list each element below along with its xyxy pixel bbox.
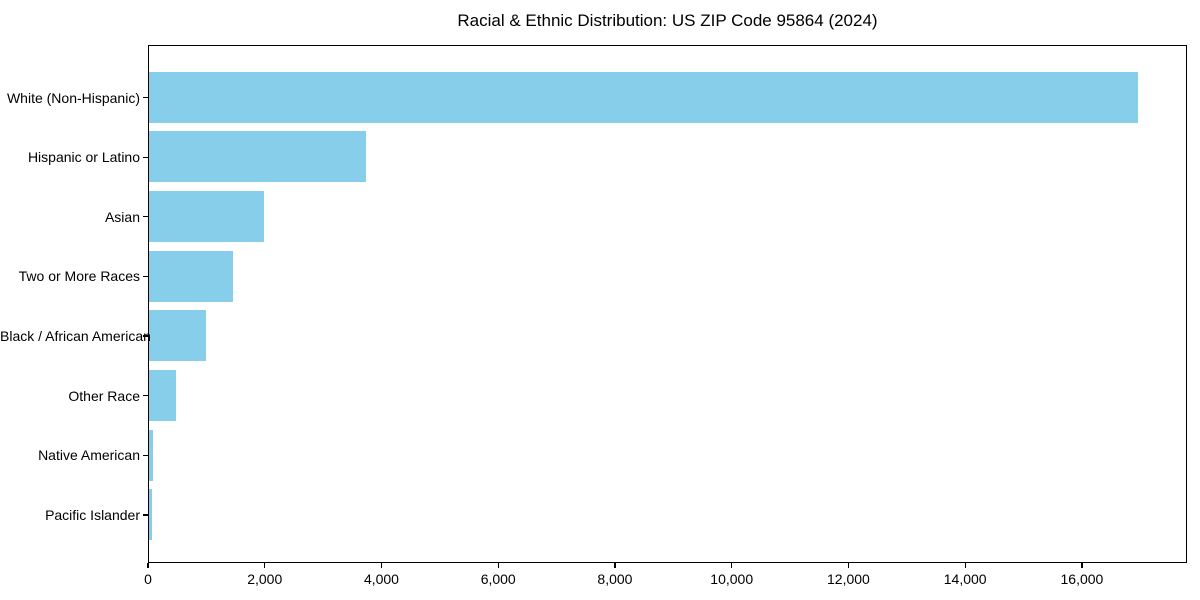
y-tick-mark bbox=[143, 96, 148, 99]
chart-title: Racial & Ethnic Distribution: US ZIP Cod… bbox=[457, 11, 878, 30]
y-tick-label: Native American bbox=[38, 447, 140, 464]
x-tick-mark bbox=[380, 563, 383, 568]
y-tick-mark bbox=[143, 335, 148, 337]
x-tick-label: 4,000 bbox=[363, 571, 399, 587]
bar bbox=[149, 489, 152, 541]
bar bbox=[149, 131, 367, 183]
x-tick-mark bbox=[497, 563, 499, 568]
y-tick-label: Hispanic or Latino bbox=[27, 149, 140, 166]
x-tick-mark bbox=[731, 563, 733, 568]
x-tick-mark bbox=[964, 563, 966, 568]
bar bbox=[149, 370, 176, 421]
x-tick-mark bbox=[614, 563, 616, 568]
y-tick-label: Asian bbox=[104, 208, 140, 225]
y-tick-label: Two or More Races bbox=[18, 268, 140, 285]
plot-area bbox=[148, 45, 1187, 563]
x-tick-mark bbox=[264, 563, 266, 568]
y-tick-label: Black / African American bbox=[0, 328, 151, 345]
y-tick-mark bbox=[143, 454, 148, 456]
bar bbox=[149, 250, 234, 302]
y-tick-label: Pacific Islander bbox=[45, 506, 140, 523]
y-tick-mark bbox=[143, 275, 148, 277]
x-tick-mark bbox=[147, 563, 149, 568]
x-tick-label: 2,000 bbox=[247, 571, 283, 587]
y-tick-mark bbox=[143, 395, 148, 397]
bar bbox=[149, 191, 264, 243]
x-tick-mark bbox=[847, 563, 850, 568]
bar bbox=[149, 71, 1138, 123]
x-tick-label: 6,000 bbox=[480, 571, 516, 587]
x-tick-label: 8,000 bbox=[597, 571, 633, 587]
y-tick-label: White (Non-Hispanic) bbox=[6, 89, 140, 106]
x-tick-mark bbox=[1081, 563, 1083, 568]
y-tick-label: Other Race bbox=[68, 387, 140, 404]
y-tick-mark bbox=[143, 216, 148, 218]
x-tick-label: 12,000 bbox=[827, 571, 870, 587]
x-tick-label: 0 bbox=[144, 571, 152, 587]
x-tick-label: 16,000 bbox=[1060, 571, 1104, 587]
y-tick-mark bbox=[143, 514, 148, 516]
bar bbox=[149, 310, 206, 362]
bar bbox=[149, 429, 153, 481]
x-tick-label: 10,000 bbox=[710, 571, 754, 587]
x-tick-label: 14,000 bbox=[943, 571, 987, 587]
y-tick-mark bbox=[143, 156, 148, 158]
